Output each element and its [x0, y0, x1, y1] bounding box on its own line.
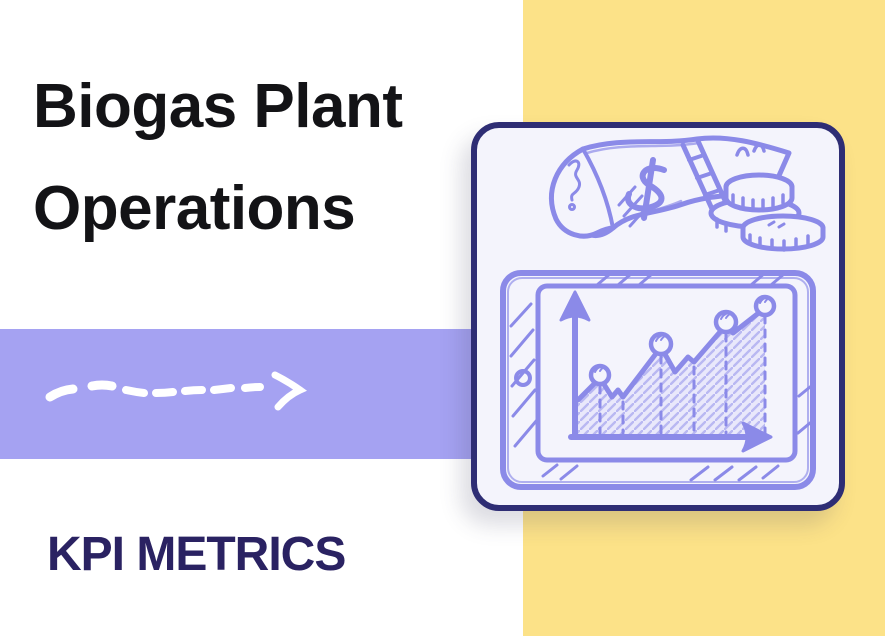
tablet-chart-illustration — [500, 270, 816, 490]
page-title-line-2: Operations — [33, 174, 356, 243]
coins-icon — [708, 172, 826, 252]
illustration-card — [471, 122, 845, 511]
chart-y-axis — [559, 290, 591, 439]
page-title: Biogas Plant Operations — [33, 56, 403, 260]
page-title-line-1: Biogas Plant — [33, 72, 403, 141]
chart-x-axis — [568, 421, 773, 453]
purple-accent-band — [0, 329, 478, 459]
chart-dashed-droplines — [598, 314, 767, 435]
dollar-bill-icon — [549, 135, 792, 239]
money-illustration — [549, 135, 826, 252]
rising-area-chart-icon — [559, 290, 777, 453]
brand-logo: KPI METRICS — [47, 528, 346, 581]
chart-data-points — [588, 294, 777, 387]
dashed-arrow-icon — [45, 371, 308, 411]
